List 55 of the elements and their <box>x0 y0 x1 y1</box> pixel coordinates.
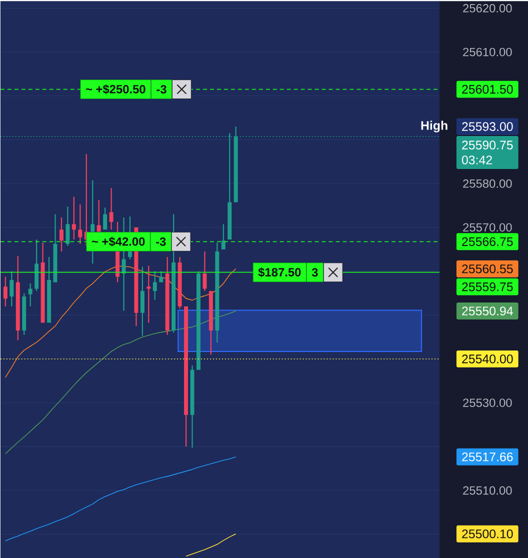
y-tick-label: 25530.00 <box>462 398 512 408</box>
y-tick-label: 25580.00 <box>462 179 512 188</box>
candlestick <box>72 196 76 240</box>
candlestick <box>16 256 20 340</box>
ref-line-label: 25540.00 <box>462 354 513 364</box>
candlestick <box>221 224 226 250</box>
candlestick <box>202 252 207 291</box>
candlestick <box>215 242 220 343</box>
candlestick <box>102 208 107 230</box>
annotation: -3 <box>156 237 166 246</box>
candlestick <box>66 206 70 246</box>
text: 25550.94 <box>462 306 513 316</box>
text: 25500.10 <box>462 529 513 538</box>
candlestick <box>184 306 188 447</box>
candlestick <box>34 239 38 291</box>
annotation: $187.50 <box>258 267 301 278</box>
ref-line-label: 25559.75 <box>462 282 513 292</box>
candlestick <box>22 293 26 335</box>
y-tick-label: 25570.00 <box>462 223 512 232</box>
ref-line-label: 25566.75 <box>462 237 513 246</box>
candlestick <box>96 200 101 232</box>
annotation: 3 <box>312 268 318 277</box>
annotation: ~ +$250.50 <box>86 84 146 94</box>
annotation: ~ +$42.00 <box>92 236 145 247</box>
text: High <box>421 120 448 132</box>
candlestick <box>165 257 170 335</box>
candlestick <box>152 271 157 300</box>
ref-line-label: 25590.75 <box>462 140 513 150</box>
candlestick <box>78 204 82 244</box>
text: 25593.00 <box>462 122 513 131</box>
candlestick <box>140 266 144 336</box>
candlestick <box>53 214 58 282</box>
text: 25517.66 <box>462 452 513 462</box>
candlestick <box>171 214 176 333</box>
candlestick <box>28 283 32 306</box>
candlestick <box>40 242 45 323</box>
y-tick-label: 25610.00 <box>462 48 512 56</box>
candlestick <box>146 266 151 323</box>
ref-line-label: 25601.50 <box>462 84 513 94</box>
y-tick-label: 25510.00 <box>462 486 512 495</box>
candlestick <box>3 276 8 306</box>
candlestick <box>208 290 213 355</box>
candlestick <box>59 218 64 252</box>
candlestick <box>46 257 51 323</box>
candlestick <box>178 257 182 309</box>
text: 25560.55 <box>462 264 513 274</box>
y-tick-label: 25620.00 <box>462 4 512 12</box>
annotation: -3 <box>156 85 166 94</box>
candlestick <box>10 271 14 306</box>
candlestick <box>190 366 194 448</box>
candlestick <box>158 271 163 282</box>
text: 03:42 <box>462 156 492 164</box>
line-series <box>4 266 236 378</box>
candlestick <box>109 188 114 230</box>
candlestick <box>196 271 200 370</box>
